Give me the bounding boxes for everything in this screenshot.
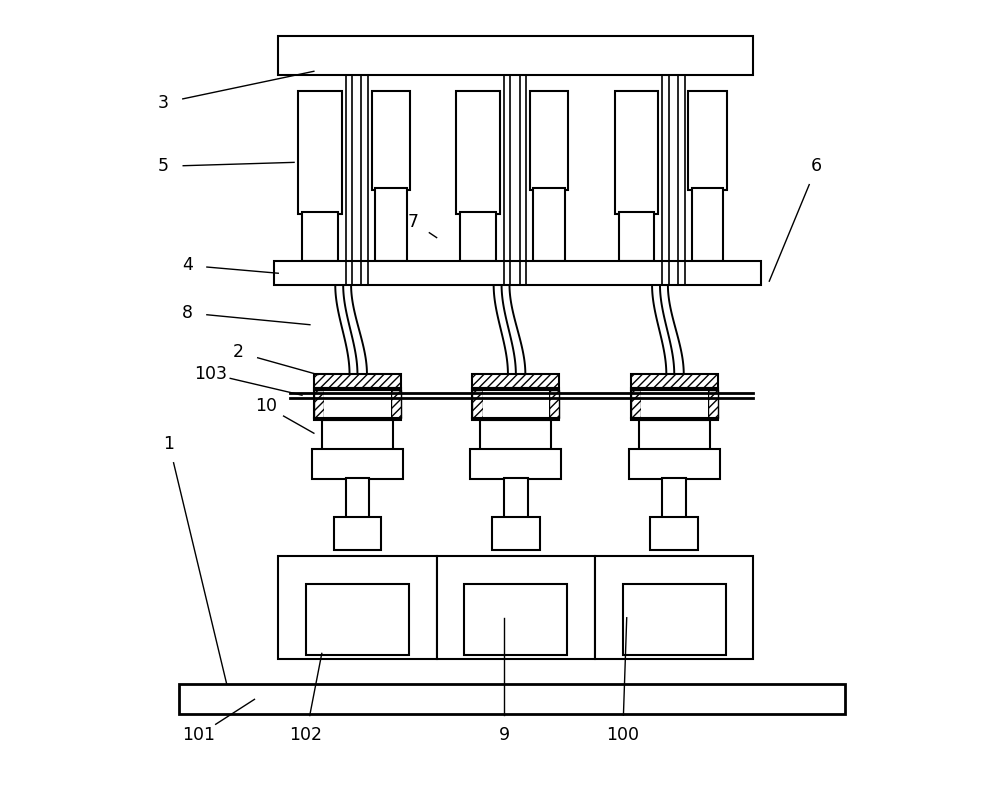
Bar — [688, 91, 727, 190]
Text: 4: 4 — [182, 257, 193, 274]
Bar — [472, 374, 559, 388]
Bar — [472, 390, 483, 418]
Bar — [492, 517, 540, 550]
Bar — [629, 449, 720, 479]
Text: 7: 7 — [407, 213, 418, 230]
Bar — [619, 212, 654, 261]
Bar — [278, 556, 437, 659]
Bar — [372, 91, 410, 190]
Bar — [595, 556, 753, 659]
Bar — [346, 478, 369, 519]
Bar — [334, 517, 381, 550]
Bar — [650, 517, 698, 550]
Text: 3: 3 — [158, 94, 169, 112]
Bar — [298, 91, 342, 214]
Bar — [472, 388, 559, 420]
Bar — [306, 584, 409, 655]
Bar — [314, 388, 401, 420]
Bar — [437, 556, 595, 659]
Text: 10: 10 — [255, 398, 277, 415]
Bar — [549, 390, 559, 418]
Bar — [631, 374, 718, 388]
Text: 100: 100 — [606, 726, 639, 744]
Bar — [470, 449, 561, 479]
Bar — [504, 478, 528, 519]
Bar — [324, 390, 391, 418]
Bar — [641, 390, 708, 418]
Bar — [483, 390, 549, 418]
Bar — [623, 584, 726, 655]
Bar — [391, 390, 401, 418]
Bar — [314, 374, 401, 388]
Bar — [692, 188, 723, 261]
Text: 103: 103 — [194, 365, 227, 383]
Text: 5: 5 — [158, 158, 169, 175]
Bar — [662, 478, 686, 519]
Bar — [322, 420, 393, 451]
Text: 102: 102 — [289, 726, 322, 744]
Bar — [460, 212, 496, 261]
Bar — [631, 390, 641, 418]
Bar — [278, 36, 753, 75]
Text: 1: 1 — [163, 435, 174, 452]
Bar — [639, 420, 710, 451]
Text: 6: 6 — [811, 158, 822, 175]
Text: 8: 8 — [182, 304, 193, 322]
Bar — [274, 261, 761, 285]
Text: 101: 101 — [183, 726, 216, 744]
Bar — [464, 584, 567, 655]
Text: 9: 9 — [498, 726, 510, 744]
Bar — [708, 390, 718, 418]
Bar — [533, 188, 565, 261]
Bar — [179, 684, 845, 714]
Bar — [456, 91, 500, 214]
Bar — [312, 449, 403, 479]
Bar — [480, 420, 551, 451]
Bar — [530, 91, 568, 190]
Bar — [314, 390, 324, 418]
Bar — [631, 388, 718, 420]
Bar — [375, 188, 407, 261]
Bar — [615, 91, 658, 214]
Text: 2: 2 — [233, 344, 244, 361]
Bar — [302, 212, 338, 261]
